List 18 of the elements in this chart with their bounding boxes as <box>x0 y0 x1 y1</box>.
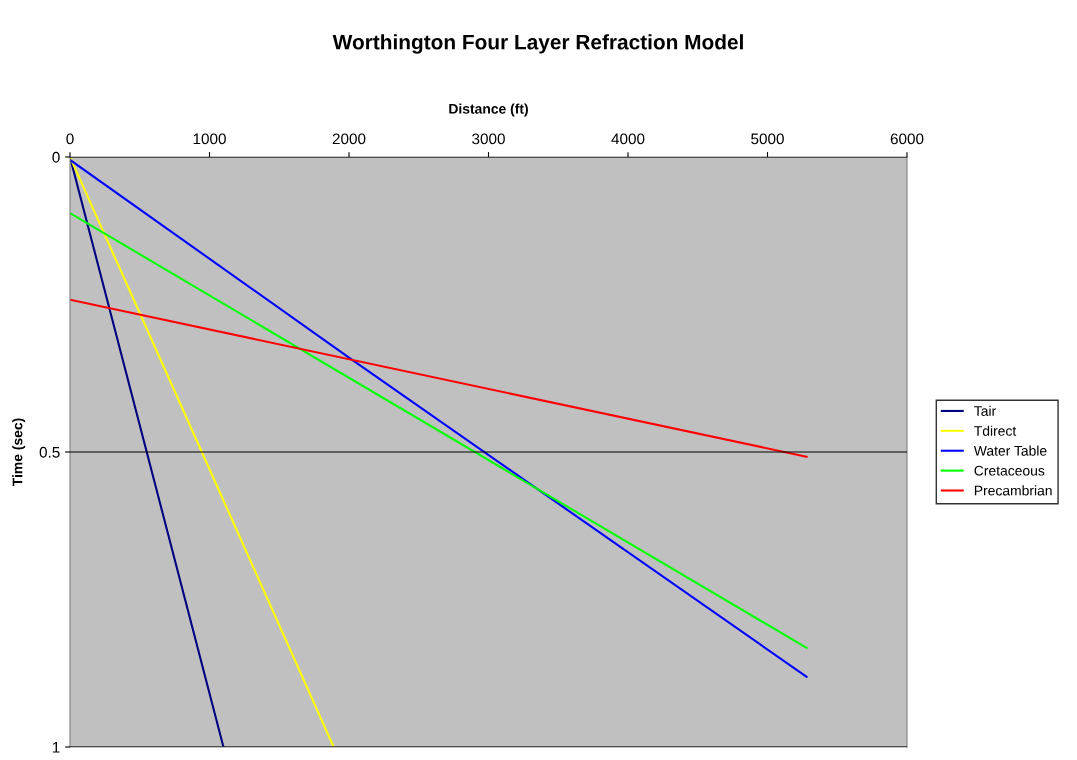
x-tick-label: 2000 <box>332 133 366 145</box>
x-tick-label: 6000 <box>890 133 924 145</box>
legend-label: Cretaceous <box>974 465 1045 476</box>
x-tick-label: 5000 <box>751 133 784 145</box>
x-tick-label: 3000 <box>472 133 505 145</box>
x-tick-label: 1000 <box>193 133 226 145</box>
legend-label: Tdirect <box>974 425 1017 436</box>
x-tick-label: 0 <box>66 133 74 145</box>
y-tick-label: 1 <box>52 742 60 753</box>
legend-label: Precambrian <box>974 485 1052 496</box>
y-axis-title: Time (sec) <box>12 418 26 487</box>
legend-label: Tair <box>974 405 996 416</box>
x-axis-title: Distance (ft) <box>449 103 528 117</box>
legend-label: Water Table <box>973 445 1047 456</box>
y-tick-label: 0 <box>52 151 60 163</box>
chart-title: Worthington Four Layer Refraction Model <box>332 34 743 54</box>
x-tick-label: 4000 <box>611 133 645 145</box>
y-tick-label: 0.5 <box>39 446 60 458</box>
